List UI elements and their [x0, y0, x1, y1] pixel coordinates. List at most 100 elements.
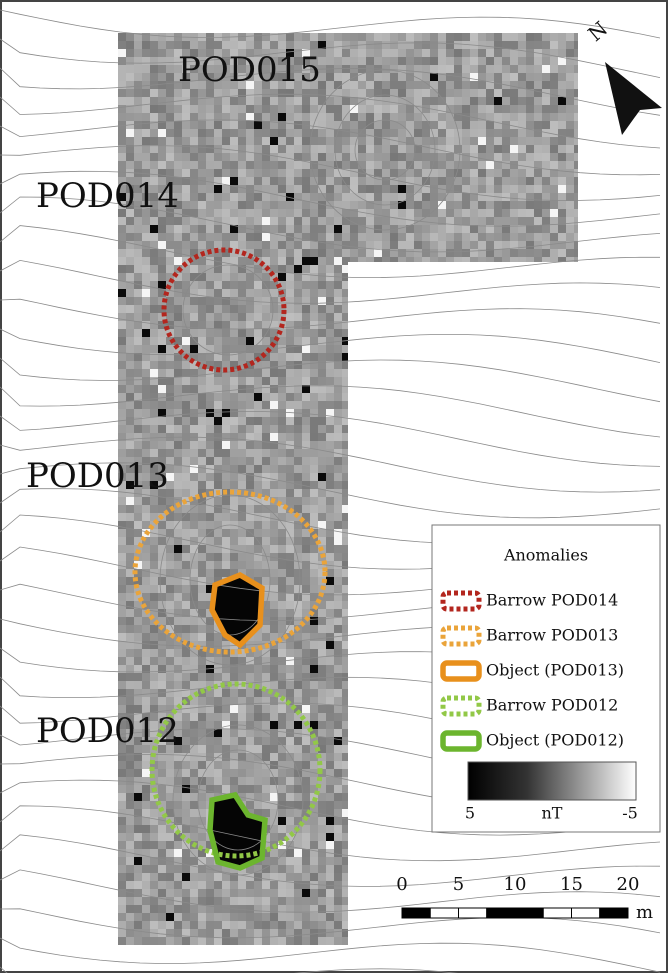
- cell: [150, 33, 158, 41]
- cell: [302, 369, 310, 377]
- cell: [454, 249, 462, 257]
- cell: [326, 57, 334, 65]
- cell: [334, 681, 342, 689]
- cell: [270, 713, 278, 721]
- cell: [134, 841, 142, 849]
- cell: [366, 105, 374, 113]
- cell: [174, 89, 182, 97]
- cell: [214, 321, 222, 329]
- cell: [182, 441, 190, 449]
- cell: [318, 505, 326, 513]
- cell: [518, 193, 526, 201]
- cell: [150, 225, 158, 233]
- cell: [454, 49, 462, 57]
- cell: [230, 161, 238, 169]
- cell: [206, 193, 214, 201]
- cell: [238, 873, 246, 881]
- cell: [238, 409, 246, 417]
- cell: [126, 585, 134, 593]
- cell: [150, 809, 158, 817]
- cell: [350, 145, 358, 153]
- cell: [286, 417, 294, 425]
- cell: [310, 97, 318, 105]
- cell: [246, 769, 254, 777]
- cell: [174, 457, 182, 465]
- cell: [150, 273, 158, 281]
- cell: [158, 849, 166, 857]
- cell: [438, 49, 446, 57]
- cell: [246, 89, 254, 97]
- cell: [230, 897, 238, 905]
- cell: [206, 329, 214, 337]
- cell: [550, 97, 558, 105]
- cell: [126, 817, 134, 825]
- cell: [118, 425, 126, 433]
- cell: [166, 553, 174, 561]
- cell: [254, 33, 262, 41]
- cell: [190, 913, 198, 921]
- cell: [278, 913, 286, 921]
- cell: [462, 153, 470, 161]
- cell: [198, 865, 206, 873]
- cell: [534, 177, 542, 185]
- cell: [286, 289, 294, 297]
- cell: [206, 321, 214, 329]
- cell: [214, 337, 222, 345]
- cell: [230, 169, 238, 177]
- cell: [318, 873, 326, 881]
- cell: [518, 105, 526, 113]
- cell: [174, 553, 182, 561]
- cell: [278, 489, 286, 497]
- cell: [294, 441, 302, 449]
- cell: [254, 913, 262, 921]
- cell: [334, 889, 342, 897]
- cell: [126, 441, 134, 449]
- cell: [334, 369, 342, 377]
- cell: [518, 65, 526, 73]
- cell: [238, 561, 246, 569]
- cell: [190, 177, 198, 185]
- cell: [398, 137, 406, 145]
- cell: [238, 529, 246, 537]
- cell: [462, 73, 470, 81]
- cell: [230, 321, 238, 329]
- cell: [318, 713, 326, 721]
- cell: [326, 817, 334, 825]
- cell: [134, 441, 142, 449]
- cell: [142, 241, 150, 249]
- cell: [166, 41, 174, 49]
- cell: [262, 905, 270, 913]
- cell: [334, 33, 342, 41]
- cell: [198, 313, 206, 321]
- cell: [150, 849, 158, 857]
- cell: [254, 385, 262, 393]
- cell: [430, 89, 438, 97]
- cell: [478, 161, 486, 169]
- cell: [118, 761, 126, 769]
- cell: [182, 409, 190, 417]
- cell: [486, 177, 494, 185]
- cell: [278, 257, 286, 265]
- cell: [526, 177, 534, 185]
- cell: [334, 265, 342, 273]
- cell: [270, 825, 278, 833]
- cell: [142, 105, 150, 113]
- cell: [286, 665, 294, 673]
- cell: [262, 369, 270, 377]
- cell: [174, 225, 182, 233]
- cell: [286, 225, 294, 233]
- cell: [190, 921, 198, 929]
- cell: [566, 73, 574, 81]
- cell: [334, 713, 342, 721]
- cell: [262, 753, 270, 761]
- cell: [222, 689, 230, 697]
- cell: [382, 169, 390, 177]
- cell: [270, 793, 278, 801]
- cell: [494, 201, 502, 209]
- cell: [558, 241, 566, 249]
- cell: [166, 401, 174, 409]
- cell: [366, 193, 374, 201]
- cell: [134, 137, 142, 145]
- cell: [318, 97, 326, 105]
- cell: [342, 161, 350, 169]
